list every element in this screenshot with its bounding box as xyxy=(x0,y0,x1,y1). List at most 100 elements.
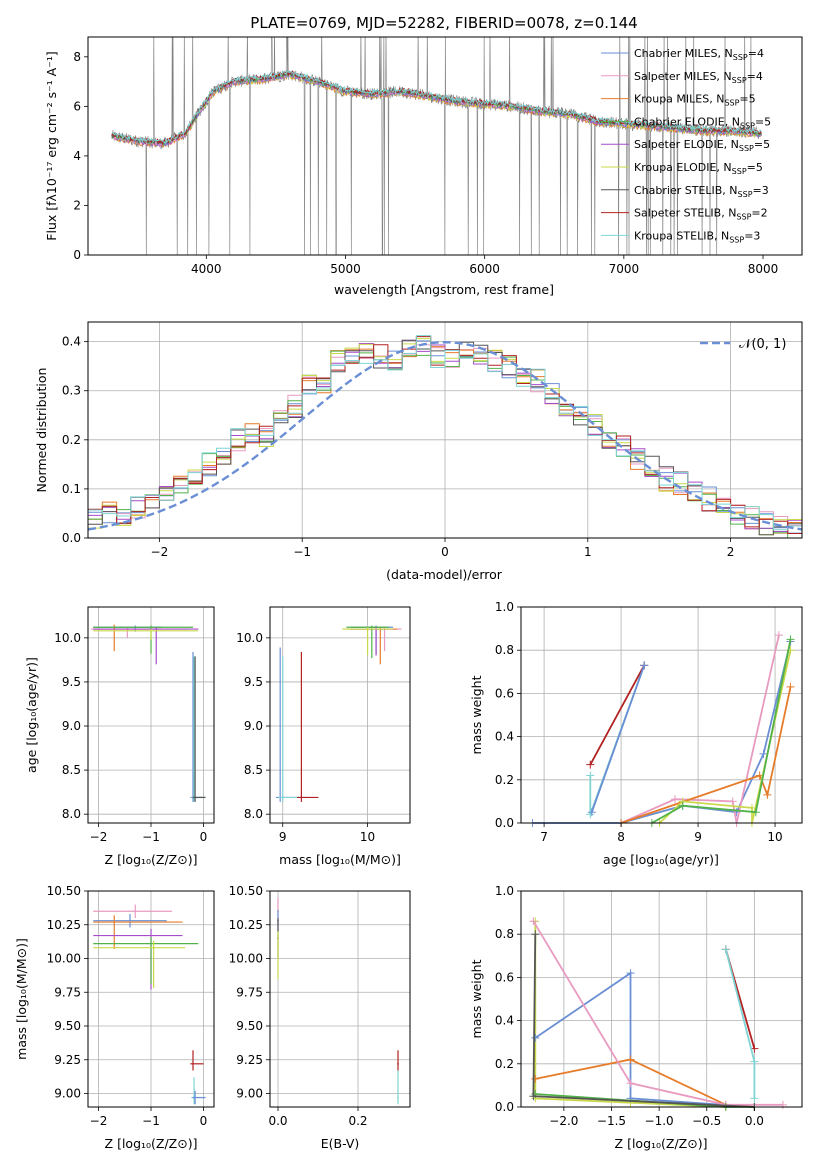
z-weight-panel: −2.0 −1.5 −1.0 −0.5 0.0 0.0 0.2 0.4 0.6 0.8 1.0 Z … xyxy=(469,884,803,1151)
spectrum-legend-text-8: Kroupa STELIB, N xyxy=(634,229,729,242)
mass-age-ytick-label-4: 10.0 xyxy=(236,631,263,645)
spectrum-xlabel: wavelength [Angstrom, rest frame] xyxy=(334,282,554,297)
age-weight-marker-0-0 xyxy=(586,771,595,780)
z-weight-xtick-label-3: −0.5 xyxy=(692,1114,721,1128)
z-weight-line-6 xyxy=(724,949,756,1099)
z-weight-ytick-label-5: 1.0 xyxy=(495,884,514,898)
z-mass-marks xyxy=(93,904,206,1105)
z-age-xtick-label-1: −1 xyxy=(142,830,160,844)
spectrum-legend-sub-1: SSP xyxy=(732,76,747,85)
ebv-mass-point-5 xyxy=(397,1070,399,1105)
z-weight-frame xyxy=(520,890,803,1108)
z-mass-xtick-label-0: −2 xyxy=(90,1114,108,1128)
z-mass-xtick-label-2: 0 xyxy=(200,1114,208,1128)
age-weight-marker-2-1 xyxy=(640,661,649,670)
z-mass-ytick-label-5: 10.25 xyxy=(47,918,81,932)
mass-age-xtick-label-1: 10 xyxy=(360,830,375,844)
z-age-ylabel: age [log₁₀(age/yr)] xyxy=(24,657,39,773)
age-weight-marker-4-2 xyxy=(728,797,737,806)
z-age-xtick-label-0: −2 xyxy=(90,830,108,844)
spectrum-legend-text-3: Chabrier ELODIE, N xyxy=(634,115,740,128)
age-weight-ticks: 7 8 9 10 0.0 0.2 0.4 0.6 0.8 1.0 xyxy=(495,600,783,844)
spectrum-ytick-label-3: 6 xyxy=(73,99,81,113)
mass-age-ytick-label-2: 9.0 xyxy=(244,719,263,733)
z-age-xlabel: Z [log₁₀(Z/Z⊙)] xyxy=(105,852,198,867)
age-weight-frame xyxy=(520,606,803,824)
residuals-ytick-label-4: 0.4 xyxy=(62,335,81,349)
spectrum-legend-tail-2: =5 xyxy=(739,93,755,106)
z-weight-marker-3-0 xyxy=(529,917,538,926)
spectrum-legend-label-0: Chabrier MILES, NSSP=4 xyxy=(634,47,764,62)
z-age-ytick-label-4: 10.0 xyxy=(54,631,81,645)
age-weight-line-1 xyxy=(589,664,645,766)
spectrum-legend-sub-3: SSP xyxy=(740,121,755,130)
spectrum-legend-tail-6: =3 xyxy=(753,184,769,197)
ebv-mass-ticks: 0.0 0.2 9.00 9.25 9.50 9.75 10.00 10.25 10.50 xyxy=(229,884,368,1128)
z-age-point-5 xyxy=(93,629,199,640)
residuals-xlabel: (data-model)/error xyxy=(386,567,503,582)
mass-age-point-8 xyxy=(297,651,319,802)
age-weight-ytick-label-3: 0.6 xyxy=(495,686,514,700)
gaussian-curve xyxy=(87,340,803,531)
ebv-mass-ytick-label-3: 9.75 xyxy=(236,985,263,999)
age-weight-ytick-label-5: 1.0 xyxy=(495,600,514,614)
residual-histogram-8 xyxy=(87,335,803,538)
age-weight-line-2 xyxy=(590,664,646,813)
z-age-point-4 xyxy=(93,627,199,665)
ebv-mass-frame xyxy=(269,890,411,1108)
z-weight-ytick-label-1: 0.2 xyxy=(495,1057,514,1071)
spectrum-legend-sub-7: SSP xyxy=(736,213,751,222)
age-weight-ytick-label-2: 0.4 xyxy=(495,730,514,744)
z-mass-point-5 xyxy=(93,940,186,989)
z-mass-panel: −2 −1 0 9.00 9.25 9.50 9.75 10.00 10.25 10.50 Z [… xyxy=(14,884,215,1151)
spectrum-legend-label-6: Chabrier STELIB, NSSP=3 xyxy=(634,184,769,199)
spectrum-xtick-label-4: 8000 xyxy=(748,262,779,276)
spectrum-ytick-label-4: 8 xyxy=(73,50,81,64)
mass-age-panel: 9 10 8.0 8.5 9.0 9.5 10.0 mass [log₁₀(M/M⊙)] xyxy=(236,606,411,867)
mass-age-xtick-label-0: 9 xyxy=(279,830,287,844)
residuals-ytick-label-1: 0.1 xyxy=(62,482,81,496)
z-weight-marker-7-0 xyxy=(531,930,540,939)
spectrum-ylabel: Flux [fλ10⁻¹⁷ erg cm⁻² s⁻¹ A⁻¹] xyxy=(44,51,59,240)
spectrum-frame xyxy=(87,36,803,256)
residuals-xtick-label-0: −2 xyxy=(151,545,169,559)
age-weight-lines xyxy=(528,631,795,827)
z-mass-ticks: −2 −1 0 9.00 9.25 9.50 9.75 10.00 10.25 10.50 xyxy=(47,884,208,1128)
z-mass-ytick-label-3: 9.75 xyxy=(54,985,81,999)
residuals-xtick-label-2: 0 xyxy=(441,545,449,559)
spectrum-panel: PLATE=0769, MJD=52282, FIBERID=0078, z=0… xyxy=(44,14,803,297)
residuals-ticks: −2 −1 0 1 2 0.0 0.1 0.2 0.3 0.4 xyxy=(62,335,735,559)
mass-age-ytick-label-3: 9.5 xyxy=(244,675,263,689)
spectrum-xtick-label-2: 6000 xyxy=(469,262,500,276)
z-weight-ytick-label-3: 0.6 xyxy=(495,970,514,984)
spectrum-legend-sub-6: SSP xyxy=(738,190,753,199)
spectrum-legend-tail-3: =5 xyxy=(755,115,771,128)
z-weight-marker-1-0 xyxy=(531,1033,540,1042)
z-weight-xtick-label-4: 0.0 xyxy=(745,1114,764,1128)
spectrum-legend-label-7: Salpeter STELIB, NSSP=2 xyxy=(634,207,768,222)
z-mass-point-1 xyxy=(93,913,167,928)
z-age-ytick-label-0: 8.0 xyxy=(62,807,81,821)
z-weight-xlabel: Z [log₁₀(Z/Z⊙)] xyxy=(615,1136,708,1151)
spectrum-ticks: 4000 5000 6000 7000 8000 0 2 4 6 8 xyxy=(73,50,778,276)
spectrum-legend-label-3: Chabrier ELODIE, NSSP=5 xyxy=(634,115,771,130)
z-weight-ytick-label-4: 0.8 xyxy=(495,927,514,941)
z-age-point-3 xyxy=(93,625,193,654)
residuals-legend: 𝒩(0, 1) xyxy=(700,337,786,352)
residuals-xtick-label-3: 1 xyxy=(584,545,592,559)
ebv-mass-ytick-label-6: 10.50 xyxy=(229,884,263,898)
spectrum-legend-label-5: Kroupa ELODIE, NSSP=5 xyxy=(634,161,763,176)
age-weight-xtick-label-1: 8 xyxy=(617,830,625,844)
spectrum-legend-tail-4: =5 xyxy=(754,138,770,151)
residuals-panel: −2 −1 0 1 2 0.0 0.1 0.2 0.3 0.4 𝒩(0, 1) (data-mod… xyxy=(34,321,803,582)
mass-age-frame xyxy=(269,606,411,824)
age-weight-marker-6-2 xyxy=(747,803,756,812)
residuals-xtick-label-1: −1 xyxy=(293,545,311,559)
z-mass-point-7 xyxy=(191,1077,205,1105)
residuals-ytick-label-0: 0.0 xyxy=(62,531,81,545)
z-weight-marker-6-1 xyxy=(750,1057,759,1066)
z-mass-xtick-label-1: −1 xyxy=(142,1114,160,1128)
age-weight-marker-4-1 xyxy=(670,795,679,804)
